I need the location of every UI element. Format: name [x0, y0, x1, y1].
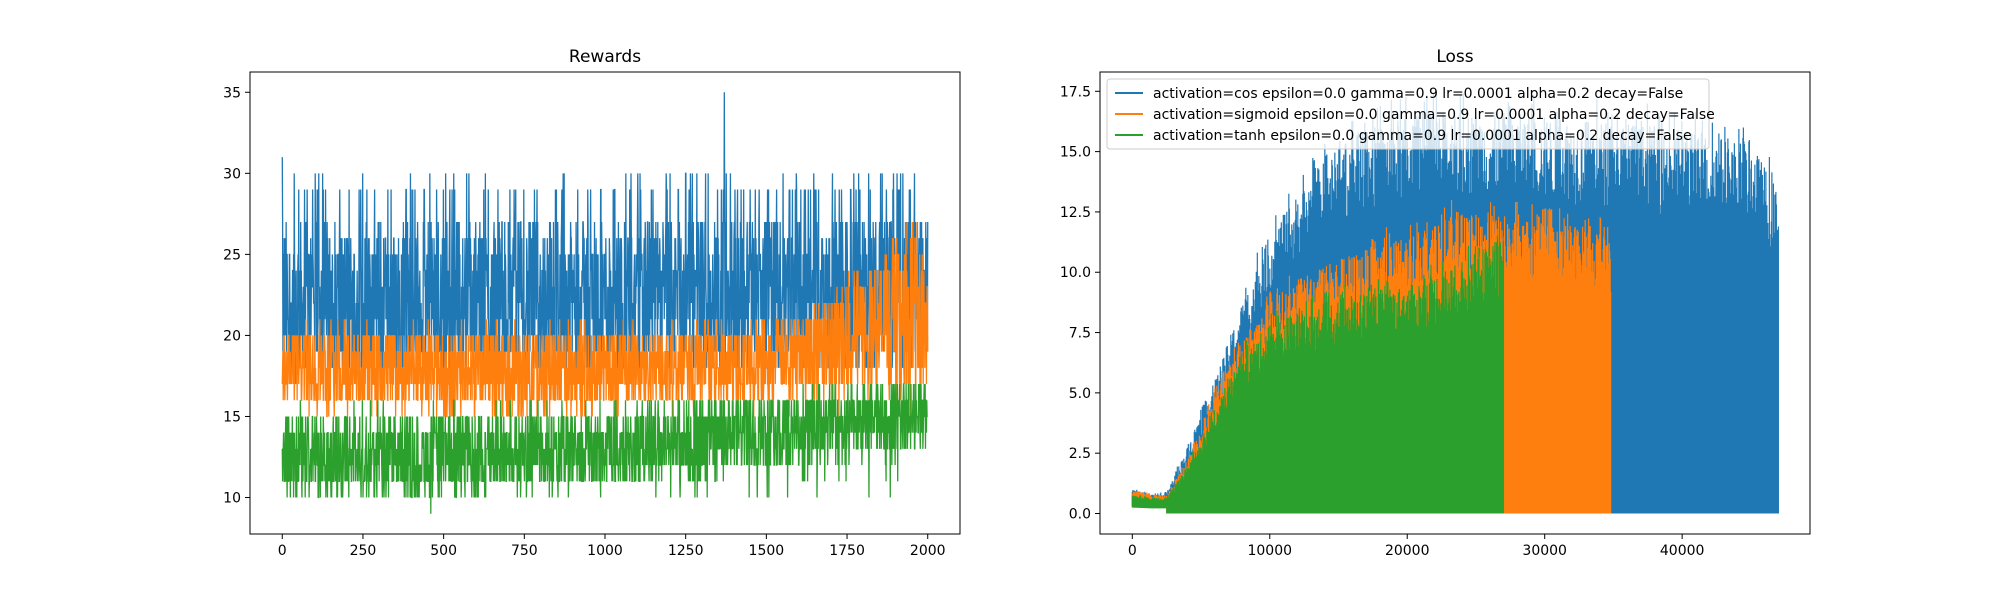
- x-tick-label: 30000: [1522, 543, 1567, 559]
- series-line-tanh: [281, 383, 928, 514]
- x-tick-label: 40000: [1660, 543, 1705, 559]
- x-tick-label: 1750: [829, 543, 865, 559]
- x-tick-label: 2000: [910, 543, 946, 559]
- loss-legend: activation=cos epsilon=0.0 gamma=0.9 lr=…: [1106, 78, 1715, 150]
- y-tick-label: 5.0: [1069, 386, 1091, 402]
- y-tick-label: 35: [223, 85, 241, 101]
- x-tick-label: 20000: [1385, 543, 1430, 559]
- loss-panel: Loss 0 10000 20000 30000 40000 0.0 2.5 5.0 7.5 1…: [1060, 47, 1811, 559]
- loss-axes-frame: [1099, 71, 1811, 535]
- legend-label-cos: activation=cos epsilon=0.0 gamma=0.9 lr=…: [1153, 86, 1683, 102]
- series-line-sigmoid: [281, 221, 929, 418]
- x-tick-label: 500: [430, 543, 457, 559]
- rewards-y-axis: 10 15 20 25 30 35: [223, 85, 250, 507]
- y-tick-label: 2.5: [1069, 446, 1091, 462]
- legend-label-tanh: activation=tanh epsilon=0.0 gamma=0.9 lr…: [1153, 128, 1692, 144]
- x-tick-label: 1500: [749, 543, 785, 559]
- legend-box: [1106, 78, 1710, 150]
- rewards-panel: Rewards 0 250 500 750 1000 1250 1500 1750 2000 1…: [223, 47, 961, 559]
- loss-plot-area: [1131, 92, 1779, 514]
- y-tick-label: 10.0: [1060, 265, 1091, 281]
- y-tick-label: 30: [223, 166, 241, 182]
- y-tick-label: 12.5: [1060, 205, 1091, 221]
- y-tick-label: 15.0: [1060, 145, 1091, 161]
- y-tick-label: 20: [223, 328, 241, 344]
- rewards-title: Rewards: [569, 47, 641, 67]
- x-tick-label: 10000: [1247, 543, 1292, 559]
- series-line-tanh: [1131, 227, 1505, 514]
- y-tick-label: 0.0: [1069, 506, 1091, 522]
- rewards-plot-area: [281, 92, 929, 514]
- y-tick-label: 25: [223, 247, 241, 263]
- x-tick-label: 750: [511, 543, 538, 559]
- loss-x-axis: 0 10000 20000 30000 40000: [1128, 534, 1705, 559]
- x-tick-label: 0: [278, 543, 287, 559]
- y-tick-label: 15: [223, 409, 241, 425]
- x-tick-label: 1250: [668, 543, 704, 559]
- y-tick-label: 17.5: [1060, 84, 1091, 100]
- loss-y-axis: 0.0 2.5 5.0 7.5 10.0 12.5 15.0 17.5: [1060, 84, 1100, 522]
- x-tick-label: 250: [350, 543, 377, 559]
- legend-label-sigmoid: activation=sigmoid epsilon=0.0 gamma=0.9…: [1153, 107, 1715, 123]
- x-tick-label: 0: [1128, 543, 1137, 559]
- y-tick-label: 7.5: [1069, 326, 1091, 342]
- loss-title: Loss: [1436, 47, 1473, 67]
- y-tick-label: 10: [223, 491, 241, 507]
- x-tick-label: 1000: [587, 543, 623, 559]
- rewards-x-axis: 0 250 500 750 1000 1250 1500 1750 2000: [278, 534, 946, 559]
